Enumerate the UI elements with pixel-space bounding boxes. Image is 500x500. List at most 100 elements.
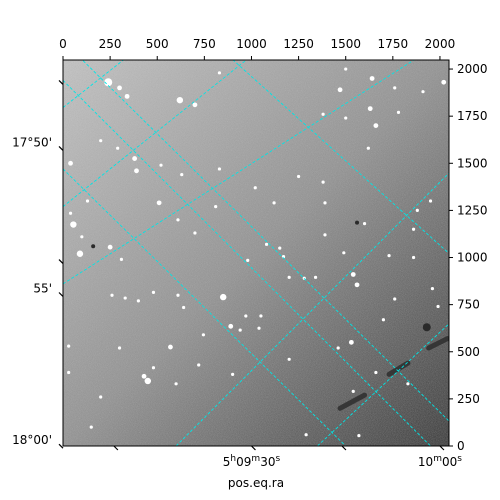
blobs-group: [91, 220, 431, 332]
star: [374, 370, 378, 375]
x-tick-label: 250: [99, 37, 122, 51]
grid-line: [81, 60, 449, 422]
star: [366, 146, 370, 150]
star: [354, 282, 360, 288]
star: [176, 293, 180, 297]
y-tick-label: 250: [457, 392, 480, 406]
dec-tick-label: 55': [33, 282, 52, 296]
star: [67, 344, 71, 348]
star: [336, 346, 340, 350]
star: [228, 323, 234, 329]
grid-line: [63, 80, 431, 446]
y-tick-label: 500: [457, 345, 480, 359]
star: [70, 221, 77, 228]
star: [159, 163, 163, 167]
dec-tick: [58, 292, 64, 297]
x-tick-label: 1250: [283, 37, 314, 51]
star: [287, 275, 291, 279]
star: [257, 326, 261, 330]
x-tick-label: 1750: [378, 37, 409, 51]
streak: [337, 392, 368, 411]
star: [344, 116, 348, 120]
star: [421, 90, 425, 94]
star: [357, 434, 361, 438]
sky-noise: [63, 60, 449, 446]
star: [217, 167, 222, 171]
star: [238, 328, 242, 332]
star: [321, 112, 325, 116]
ra-minor-tick: [113, 445, 119, 451]
star: [151, 366, 156, 370]
y-tick-label: 1500: [457, 156, 488, 170]
dark-spot: [91, 244, 96, 249]
star: [193, 231, 197, 235]
star: [180, 172, 184, 177]
x-tick-label: 750: [193, 37, 216, 51]
grid-line: [63, 60, 125, 109]
star: [85, 199, 90, 203]
star: [89, 425, 93, 429]
star: [351, 389, 355, 393]
ra-axis: 5h09m30s 10m00s: [113, 445, 462, 469]
star: [411, 227, 416, 231]
star: [182, 305, 186, 310]
star: [174, 382, 178, 386]
star: [144, 377, 152, 385]
ra-tick-label: 10m00s: [418, 454, 462, 469]
star: [278, 246, 282, 250]
x-tick-label: 500: [146, 37, 169, 51]
star: [350, 272, 356, 277]
star: [107, 244, 113, 250]
star: [110, 293, 114, 297]
x-axis-label: pos.eq.ra: [228, 476, 284, 490]
x-tick-label: 2000: [425, 37, 456, 51]
sky-image: [63, 60, 449, 446]
star: [176, 218, 180, 222]
star: [430, 287, 435, 291]
x-tick-label: 1000: [236, 37, 267, 51]
dec-minor-tick: [58, 80, 64, 85]
dec-tick: [58, 146, 64, 151]
star: [151, 290, 156, 294]
star: [124, 93, 130, 99]
y-tick-label: 0: [457, 439, 465, 453]
star: [259, 314, 263, 318]
star: [117, 85, 122, 91]
coordinate-grid: [63, 60, 449, 446]
grid-line: [175, 172, 449, 446]
star: [264, 242, 269, 246]
grid-line: [317, 323, 449, 446]
y-tick-label: 1000: [457, 251, 488, 265]
star: [436, 304, 440, 309]
star: [99, 139, 103, 143]
streak: [426, 336, 449, 351]
dark-spot: [355, 220, 360, 225]
top-pixel-axis: 0 250 500 750 1000 1250 1500 1750 2000: [59, 37, 455, 60]
star: [168, 344, 173, 350]
star: [344, 67, 348, 71]
star: [220, 293, 227, 301]
star: [132, 156, 138, 161]
star: [99, 395, 103, 399]
star: [337, 87, 343, 93]
star: [396, 110, 401, 114]
star: [287, 357, 291, 361]
star: [411, 255, 416, 260]
stars-group: [67, 67, 447, 438]
star: [104, 78, 113, 87]
star: [272, 201, 276, 205]
star: [156, 200, 162, 206]
star: [136, 299, 140, 303]
grid-line: [232, 60, 449, 255]
star: [323, 201, 327, 205]
ra-tick: [251, 445, 256, 451]
grid-line: [63, 60, 415, 285]
star: [67, 370, 71, 375]
star: [246, 258, 250, 262]
star: [68, 160, 73, 166]
star: [313, 275, 318, 279]
grid-line: [63, 60, 248, 207]
star: [80, 235, 84, 239]
star: [176, 96, 184, 104]
